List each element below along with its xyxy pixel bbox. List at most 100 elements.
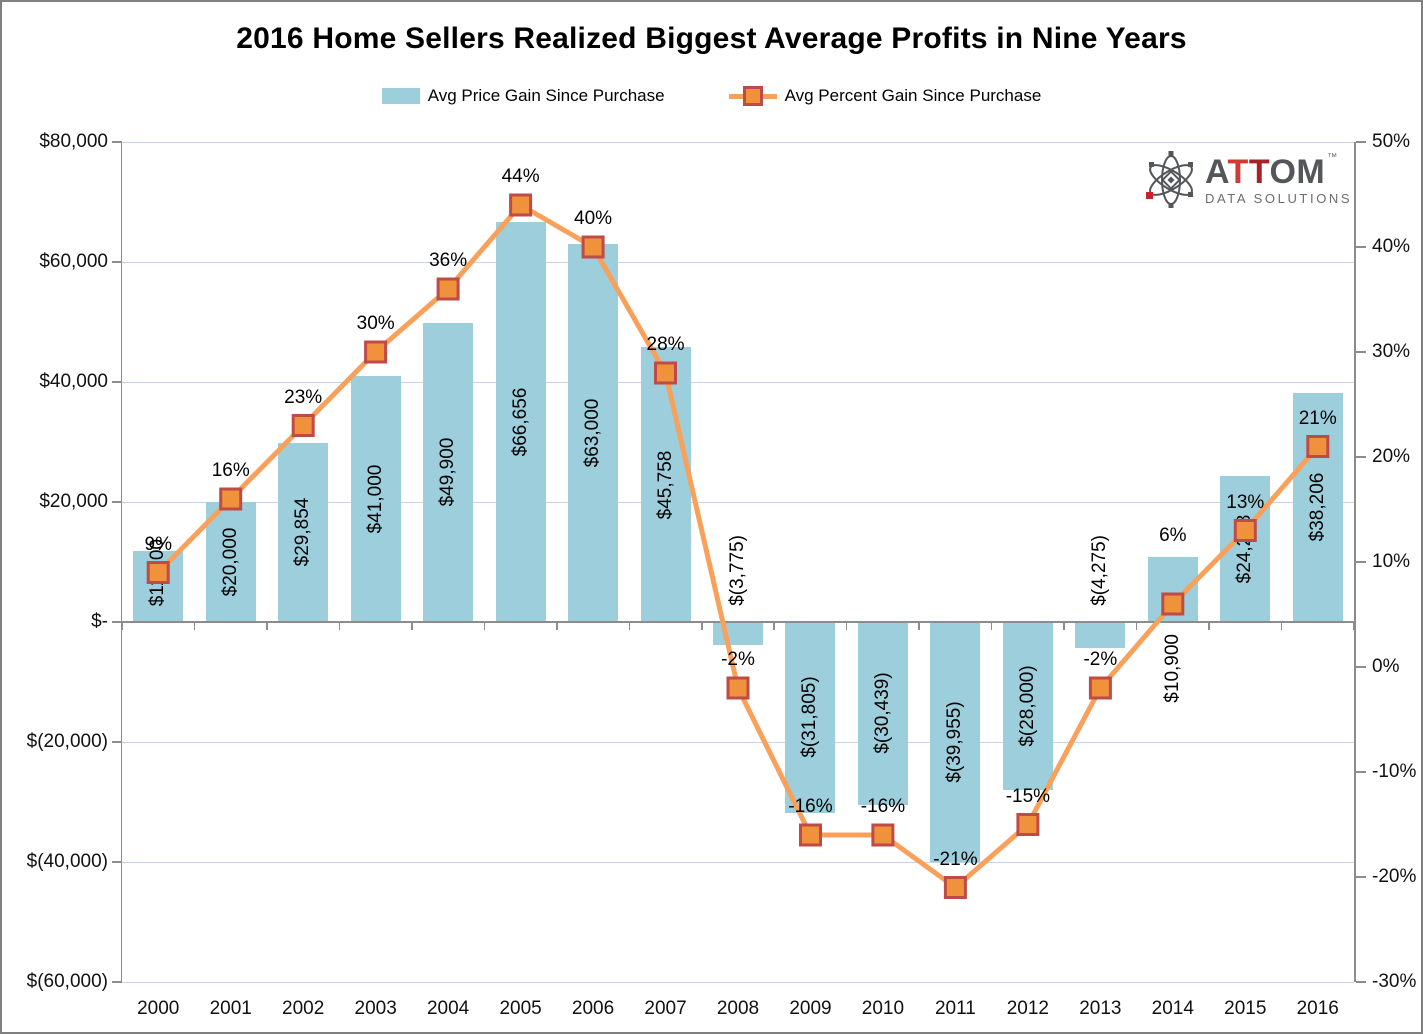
axis-tick [1355,456,1366,458]
axis-tick [1355,876,1366,878]
tick-label-left: $(40,000) [26,851,108,872]
logo-letter: T [1227,153,1249,191]
axis-y-right [1354,142,1356,982]
percent-label: 23% [284,386,323,408]
axis-tick [1355,561,1366,563]
year-label: 2008 [716,998,760,1019]
percent-label: 9% [144,533,172,555]
year-label: 2000 [137,998,180,1019]
legend-bar-label: Avg Price Gain Since Purchase [427,86,665,105]
bar-label: $(30,439) [871,672,893,754]
line-marker [509,193,533,217]
line-marker [871,823,895,847]
year-label: 2011 [934,998,976,1019]
axis-tick [628,622,631,630]
axis-tick [112,501,122,503]
axis-tick [112,141,122,143]
logo-tm: ™ [1327,152,1338,163]
year-label: 2002 [282,998,325,1019]
tick-label-right: 10% [1372,551,1411,572]
bar-label: $29,854 [292,498,314,567]
line-marker [1016,813,1040,836]
axis-tick [556,622,558,630]
gridline [122,741,1354,743]
tick-label-right: -20% [1372,866,1417,887]
axis-tick [1355,666,1366,668]
percent-label: -16% [860,796,906,817]
axis-tick [1135,622,1138,630]
legend: Avg Price Gain Since Purchase Avg Percen… [2,86,1421,106]
axis-tick [112,261,122,263]
axis-tick [193,622,196,630]
axis-tick [1208,622,1210,630]
year-label: 2015 [1224,998,1267,1019]
tick-label-left: $(20,000) [26,731,108,752]
axis-tick [1355,246,1366,248]
percent-label: 16% [211,460,250,481]
year-label: 2003 [354,998,397,1019]
tick-label-right: 40% [1372,236,1411,257]
bar-label: $10,900 [1161,634,1183,703]
percent-label: -16% [788,796,833,817]
legend-item-line: Avg Percent Gain Since Purchase [728,86,1041,106]
percent-label: 28% [646,334,685,355]
tick-label-right: 20% [1372,446,1411,467]
percent-label: 21% [1298,407,1337,429]
bar [1075,622,1126,648]
logo-letter: OM [1269,153,1326,191]
year-label: 2006 [571,998,615,1019]
tick-label-right: -10% [1372,761,1417,782]
axis-tick [990,622,993,630]
line-marker [364,340,388,364]
tick-label-left: $- [91,611,108,632]
bar-label: $(28,000) [1016,665,1038,747]
axis-tick [266,622,268,630]
year-label: 2013 [1079,998,1122,1019]
year-label: 2007 [644,998,687,1019]
line-marker [726,676,750,700]
axis-tick [121,622,123,630]
percent-label: -2% [721,649,755,670]
axis-x-zero [122,621,1354,623]
axis-tick [918,622,920,630]
bar [1147,556,1198,622]
gridline [122,381,1354,383]
axis-tick [1355,141,1366,143]
tick-label-left: $80,000 [39,131,108,152]
axis-tick [845,622,848,630]
bar-label: $20,000 [219,527,241,597]
year-label: 2010 [861,998,905,1019]
line-marker [1088,676,1112,700]
gridline [122,981,1354,983]
percent-label: 44% [501,166,540,187]
gridline [122,861,1354,863]
axis-y-left [120,142,122,982]
axis-tick [1280,622,1283,630]
axis-tick [1355,351,1366,353]
axis-tick [112,981,122,983]
bar-label: $38,206 [1306,473,1328,542]
logo-wordmark-row: ATTOM ™ [1205,152,1352,191]
year-label: 2009 [789,998,832,1019]
bar-label: $24,288 [1234,514,1256,584]
legend-item-bar: Avg Price Gain Since Purchase [381,86,665,106]
tick-label-right: 0% [1372,656,1400,677]
legend-bar-swatch [381,88,420,104]
percent-label: 36% [429,250,468,271]
line-marker [436,277,460,301]
axis-tick [1063,622,1065,630]
bar-label: $(39,955) [944,701,966,783]
bar-label: $(31,805) [799,676,821,759]
gridline [122,141,1354,143]
percent-label: 30% [356,313,395,334]
percent-label: -21% [933,848,978,870]
line-marker [799,823,822,847]
year-label: 2016 [1296,998,1339,1019]
bar-label: $(3,775) [727,535,748,606]
percent-label: 40% [574,208,613,229]
attom-logo: ATTOM ™ DATA SOLUTIONS [1144,148,1354,212]
logo-tagline: DATA SOLUTIONS [1205,191,1353,206]
tick-label-left: $40,000 [39,371,108,392]
bar-label: $63,000 [582,398,604,468]
